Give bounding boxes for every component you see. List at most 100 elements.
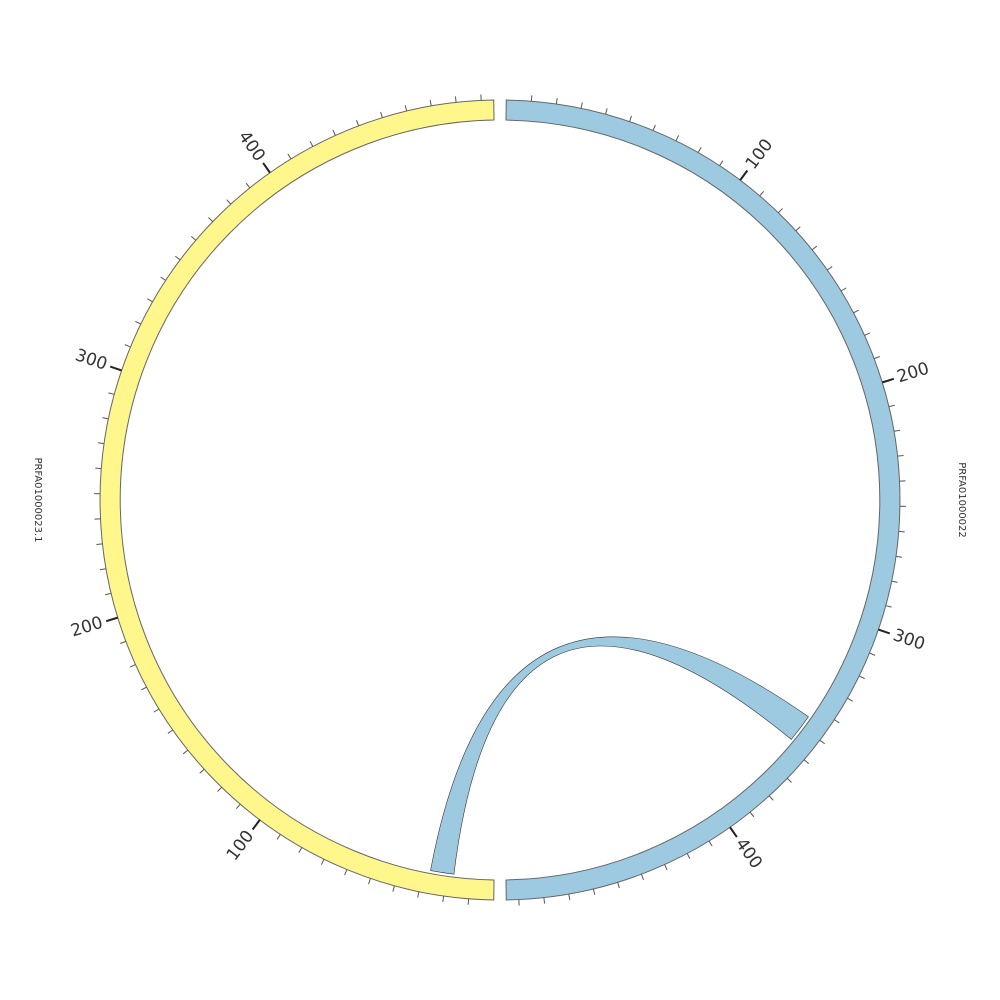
tick-label: 100 <box>742 135 777 173</box>
minor-tick <box>568 893 571 901</box>
minor-tick <box>332 129 336 136</box>
sector <box>99 99 495 901</box>
tick-label: 100 <box>223 827 258 865</box>
minor-tick <box>235 803 241 810</box>
minor-tick <box>895 555 903 558</box>
minor-tick <box>442 895 445 903</box>
minor-tick <box>543 897 546 904</box>
minor-tick <box>356 120 360 126</box>
major-tick <box>878 628 891 635</box>
minor-tick <box>182 749 189 755</box>
minor-tick <box>99 568 107 571</box>
minor-tick <box>135 320 142 325</box>
minor-tick <box>605 108 608 115</box>
minor-tick <box>819 739 825 745</box>
major-tick <box>105 616 118 623</box>
minor-tick <box>96 543 103 546</box>
major-tick <box>739 169 749 181</box>
tick-label: 400 <box>234 127 269 165</box>
minor-tick <box>826 266 833 271</box>
major-tick <box>262 162 271 174</box>
major-tick <box>109 365 122 372</box>
minor-tick <box>749 811 755 818</box>
minor-tick <box>153 708 160 713</box>
minor-tick <box>893 429 901 432</box>
major-tick <box>729 826 738 838</box>
minor-tick <box>140 686 147 691</box>
minor-tick <box>858 675 865 680</box>
major-tick <box>251 819 261 831</box>
minor-tick <box>891 580 898 583</box>
sector-label: PRFA01000023.1 <box>32 457 43 542</box>
minor-tick <box>675 135 680 142</box>
minor-tick <box>708 840 713 847</box>
minor-tick <box>298 847 303 853</box>
sector-label: PRFA01000022 <box>956 462 967 538</box>
minor-tick <box>719 160 724 166</box>
minor-tick <box>640 874 644 880</box>
minor-tick <box>778 208 783 214</box>
minor-tick <box>874 356 880 360</box>
minor-tick <box>686 853 691 860</box>
minor-tick <box>309 140 314 147</box>
minor-tick <box>147 298 153 303</box>
minor-tick <box>208 217 214 222</box>
minor-tick <box>840 287 847 292</box>
minor-tick <box>287 153 292 160</box>
minor-tick <box>888 404 895 408</box>
minor-tick <box>592 888 596 895</box>
tick-label: 200 <box>895 359 932 388</box>
tick-label: 200 <box>68 613 105 642</box>
tick-label: 300 <box>890 625 927 654</box>
minor-tick <box>245 182 251 189</box>
minor-tick <box>555 97 558 105</box>
link <box>430 636 809 875</box>
minor-tick <box>795 226 801 232</box>
minor-tick <box>885 605 892 608</box>
minor-tick <box>129 664 136 668</box>
minor-tick <box>664 864 668 871</box>
minor-tick <box>392 885 395 892</box>
minor-tick <box>617 882 620 889</box>
minor-tick <box>697 147 702 153</box>
minor-tick <box>417 891 420 898</box>
minor-tick <box>226 199 232 205</box>
minor-tick <box>629 115 632 122</box>
minor-tick <box>786 778 792 783</box>
minor-tick <box>344 869 348 876</box>
minor-tick <box>834 719 840 724</box>
minor-tick <box>167 729 174 734</box>
minor-tick <box>853 309 860 314</box>
minor-tick <box>580 102 583 109</box>
minor-tick <box>803 759 810 765</box>
sector <box>505 99 901 901</box>
minor-tick <box>105 592 112 596</box>
minor-tick <box>102 417 109 420</box>
minor-tick <box>175 255 181 261</box>
minor-tick <box>199 768 205 774</box>
minor-tick <box>897 454 904 457</box>
minor-tick <box>811 245 818 251</box>
tick-label: 400 <box>731 835 766 873</box>
minor-tick <box>768 795 774 801</box>
minor-tick <box>217 786 222 792</box>
major-tick <box>882 377 895 384</box>
minor-tick <box>97 442 105 445</box>
minor-tick <box>864 332 871 336</box>
minor-tick <box>380 111 383 118</box>
minor-tick <box>404 105 408 112</box>
minor-tick <box>320 858 325 865</box>
minor-tick <box>429 99 432 107</box>
minor-tick <box>759 190 765 197</box>
minor-tick <box>120 640 126 644</box>
minor-tick <box>276 834 281 840</box>
minor-tick <box>652 124 656 131</box>
minor-tick <box>160 276 166 281</box>
minor-tick <box>124 344 131 348</box>
minor-tick <box>869 652 876 656</box>
tick-label: 300 <box>72 345 109 374</box>
minor-tick <box>368 878 371 885</box>
minor-tick <box>190 235 197 241</box>
minor-tick <box>108 392 115 395</box>
